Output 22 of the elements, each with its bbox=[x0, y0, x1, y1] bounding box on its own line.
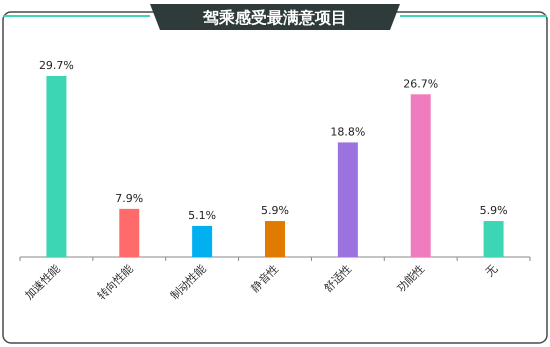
chart-title: 驾乘感受最满意项目 bbox=[202, 8, 347, 27]
data-label: 7.9% bbox=[115, 192, 144, 205]
bar bbox=[265, 221, 285, 257]
data-label: 5.1% bbox=[188, 208, 216, 222]
data-label: 26.7% bbox=[403, 77, 438, 90]
x-tick-label: 无 bbox=[482, 262, 500, 279]
bar bbox=[484, 221, 504, 257]
x-tick-label: 加速性能 bbox=[22, 262, 63, 302]
bar bbox=[338, 142, 358, 257]
x-tick-label: 舒适性 bbox=[321, 262, 354, 294]
bar bbox=[192, 226, 212, 257]
bar bbox=[46, 76, 66, 257]
x-tick-label: 制动性能 bbox=[168, 262, 208, 302]
x-tick-label: 静音性 bbox=[248, 262, 282, 294]
x-tick-label: 功能性 bbox=[394, 262, 427, 294]
bar bbox=[410, 94, 431, 257]
x-tick-label: 转向性能 bbox=[95, 262, 136, 302]
data-label: 18.8% bbox=[330, 125, 366, 138]
data-label: 5.9% bbox=[480, 204, 508, 218]
data-label: 5.9% bbox=[261, 204, 289, 218]
bar bbox=[119, 208, 140, 257]
data-label: 29.7% bbox=[38, 59, 74, 72]
